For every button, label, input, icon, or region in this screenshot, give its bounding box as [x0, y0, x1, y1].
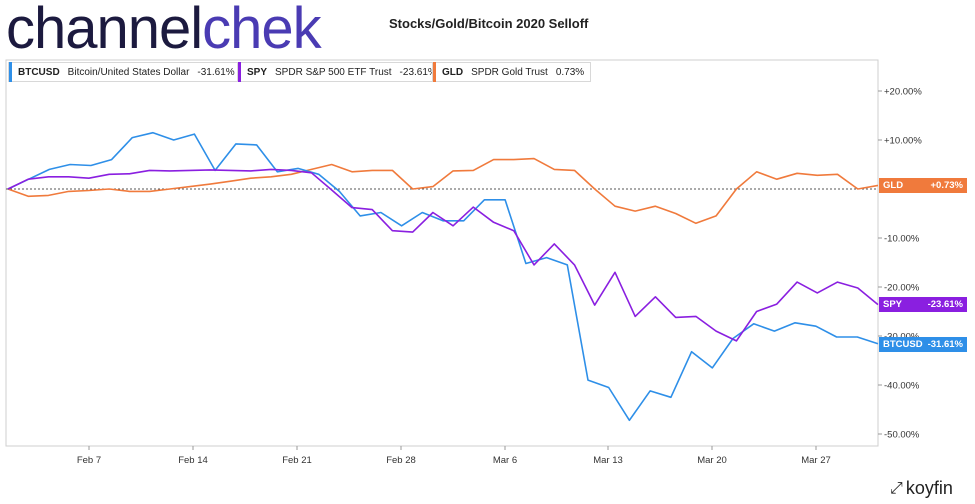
legend-name: Bitcoin/United States Dollar — [67, 66, 190, 78]
x-tick-label: Feb 28 — [386, 455, 416, 466]
tag-value: -31.61% — [927, 338, 963, 350]
legend-item-btcusd[interactable]: BTCUSD Bitcoin/United States Dollar -31.… — [8, 62, 242, 82]
series-line-spy — [7, 168, 879, 342]
x-tick-label: Feb 14 — [178, 455, 208, 466]
legend-swatch — [9, 62, 12, 82]
legend-item-spy[interactable]: SPY SPDR S&P 500 ETF Trust -23.61% — [237, 62, 444, 82]
legend-swatch — [433, 62, 436, 82]
chart-title: Stocks/Gold/Bitcoin 2020 Selloff — [389, 16, 589, 31]
legend-symbol: GLD — [442, 66, 464, 78]
y-tick-label: +10.00% — [884, 136, 922, 147]
last-value-tag-spy: SPY -23.61% — [879, 297, 967, 313]
channelchek-logo: channelchek — [6, 0, 322, 61]
y-tick-label: -40.00% — [884, 381, 920, 392]
series-line-gld — [7, 157, 879, 225]
legend-name: SPDR S&P 500 ETF Trust — [275, 66, 392, 78]
last-value-tag-gld: GLD +0.73% — [879, 178, 967, 194]
legend-name: SPDR Gold Trust — [471, 66, 548, 78]
x-tick-label: Mar 20 — [697, 455, 727, 466]
y-tick-label: +20.00% — [884, 87, 922, 98]
y-tick-label: -50.00% — [884, 430, 920, 441]
koyfin-icon: ⤢ — [890, 479, 903, 497]
x-tick-label: Mar 27 — [801, 455, 831, 466]
legend-item-gld[interactable]: GLD SPDR Gold Trust 0.73% — [432, 62, 592, 82]
last-value-tag-btcusd: BTCUSD -31.61% — [879, 336, 967, 352]
series-line-btcusd — [7, 131, 879, 422]
tag-value: -23.61% — [927, 299, 963, 311]
x-tick-label: Feb 21 — [282, 455, 312, 466]
legend-change: -31.61% — [197, 66, 235, 78]
legend-symbol: BTCUSD — [18, 66, 60, 78]
y-tick-label: -10.00% — [884, 234, 920, 245]
x-tick-label: Mar 13 — [593, 455, 623, 466]
tag-value: +0.73% — [930, 180, 964, 192]
legend-symbol: SPY — [247, 66, 268, 78]
x-tick-label: Mar 6 — [493, 455, 517, 466]
y-tick-label: -20.00% — [884, 283, 920, 294]
koyfin-logo: ⤢ koyfin — [890, 478, 953, 498]
plot-frame — [5, 59, 879, 447]
x-tick-label: Feb 7 — [77, 455, 101, 466]
legend-swatch — [238, 62, 241, 82]
legend-change: 0.73% — [555, 66, 585, 78]
